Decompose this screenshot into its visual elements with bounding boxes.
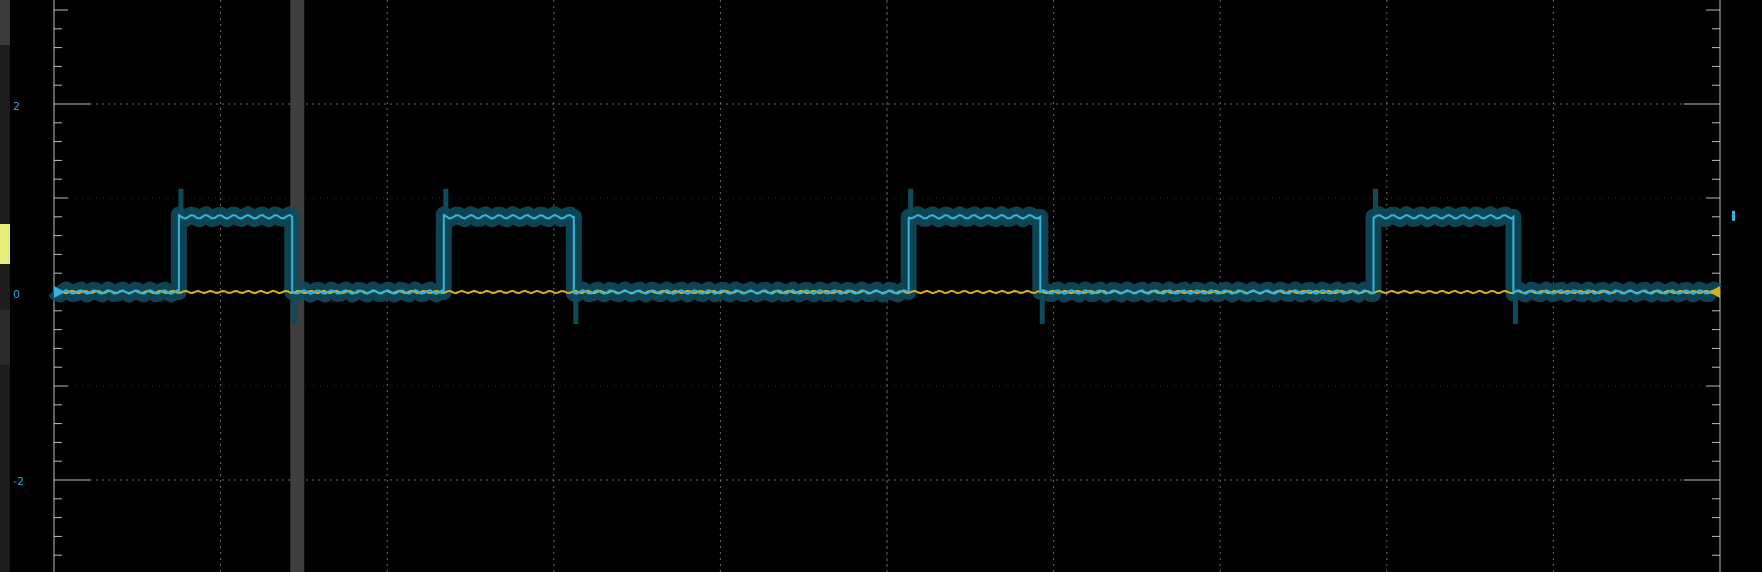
y-tick-label-0: 0	[13, 288, 20, 301]
y-tick-label-2: 2	[13, 100, 20, 113]
traces	[48, 188, 1723, 324]
channel-markers	[54, 210, 1735, 298]
blue-channel-ground-marker	[54, 286, 65, 298]
yellow-channel-ground-marker	[1709, 286, 1720, 298]
y-axis-labels: 2 0 -2	[13, 100, 24, 488]
y-axis-ticks	[54, 9, 1720, 556]
strip-gray-block	[0, 0, 10, 45]
left-panel-strip	[0, 0, 10, 572]
blue-level-marker	[1732, 210, 1735, 221]
blue-trace	[53, 213, 1718, 296]
strip-yellow-block	[0, 224, 10, 264]
y-tick-label-minus-2: -2	[13, 475, 24, 488]
strip-dark-block	[0, 310, 10, 365]
